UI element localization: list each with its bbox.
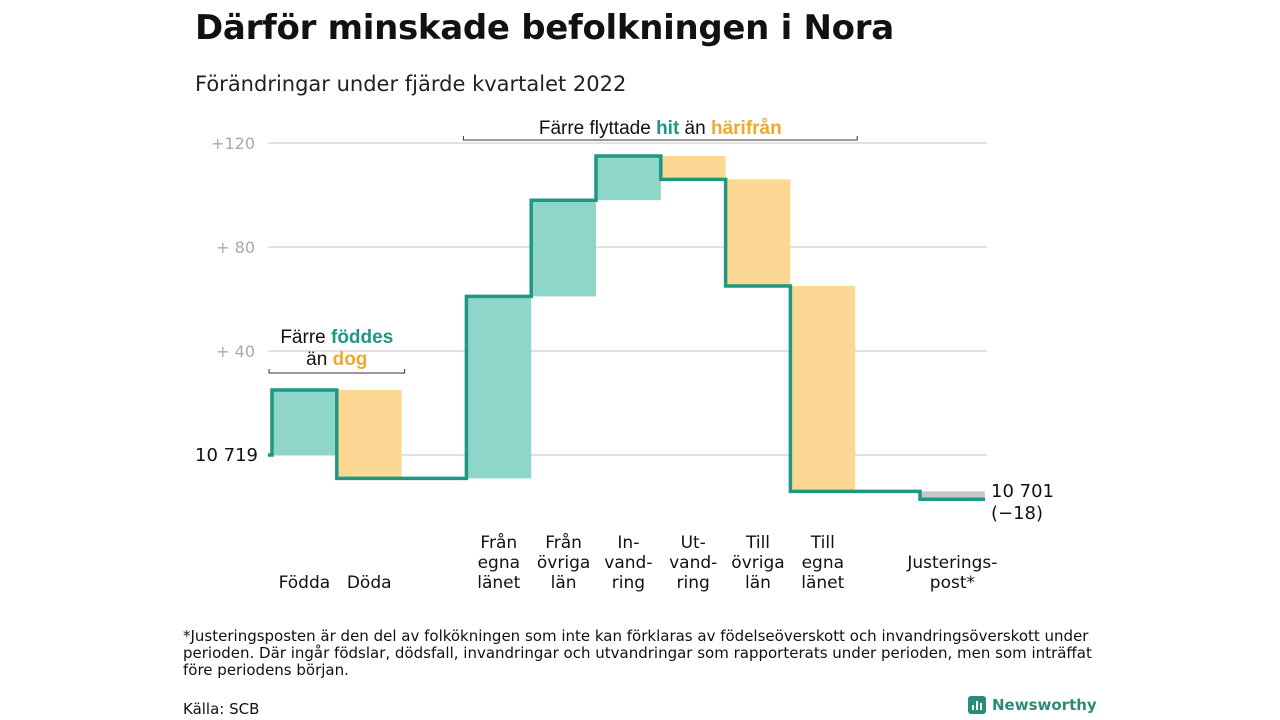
bar (272, 390, 337, 455)
end-value-label: (−18) (991, 503, 1043, 524)
category-label: ring (612, 573, 645, 593)
bar-chart-icon (968, 696, 986, 714)
category-label: egna (478, 553, 520, 573)
bar (790, 286, 856, 492)
category-label: vand- (604, 553, 652, 573)
y-tick-label: +120 (211, 134, 255, 153)
category-label: länet (801, 573, 844, 593)
category-label: egna (802, 553, 844, 573)
category-label: Till (810, 533, 835, 553)
y-tick-label: + 40 (216, 342, 255, 361)
end-value-label: 10 701 (991, 481, 1054, 502)
bar (466, 296, 532, 479)
annotation-births-deaths-line2: än dog (306, 349, 367, 370)
chart-title: Därför minskade befolkningen i Nora (195, 8, 894, 48)
bar (336, 390, 402, 479)
bar (660, 156, 726, 180)
bar (920, 491, 985, 500)
start-value-label: 10 719 (195, 445, 258, 466)
category-label: Till (745, 533, 770, 553)
category-label: län (551, 573, 577, 593)
category-label: post* (930, 573, 975, 593)
source: Källa: SCB (183, 700, 260, 718)
category-label: Födda (279, 573, 331, 593)
category-label: Ut- (681, 533, 706, 553)
category-label: Från (480, 532, 517, 553)
category-label: övriga (731, 553, 784, 573)
annotation-bracket (462, 136, 858, 141)
category-label: Från (545, 532, 582, 553)
y-tick-label: + 80 (216, 238, 255, 257)
category-label: Justerings- (906, 553, 997, 573)
footnote: *Justeringsposten är den del av folkökni… (183, 627, 1092, 679)
category-label: In- (617, 533, 639, 553)
bar (725, 179, 791, 286)
category-label: vand- (669, 553, 717, 573)
annotation-bracket (268, 369, 406, 374)
category-label: ring (677, 573, 710, 593)
category-label: övriga (537, 553, 590, 573)
category-label: Döda (347, 573, 392, 593)
newsworthy-logo: Newsworthy (968, 696, 1097, 714)
annotation-migration: Färre flyttade hit än härifrån (539, 118, 782, 139)
bar (531, 200, 596, 297)
category-label: län (745, 573, 771, 593)
bar (596, 156, 661, 201)
chart-subtitle: Förändringar under fjärde kvartalet 2022 (195, 72, 627, 96)
brand-name: Newsworthy (992, 696, 1097, 714)
cumulative-step-line (268, 154, 985, 501)
category-label: länet (477, 573, 520, 593)
annotation-births-deaths: Färre föddes (280, 327, 393, 348)
